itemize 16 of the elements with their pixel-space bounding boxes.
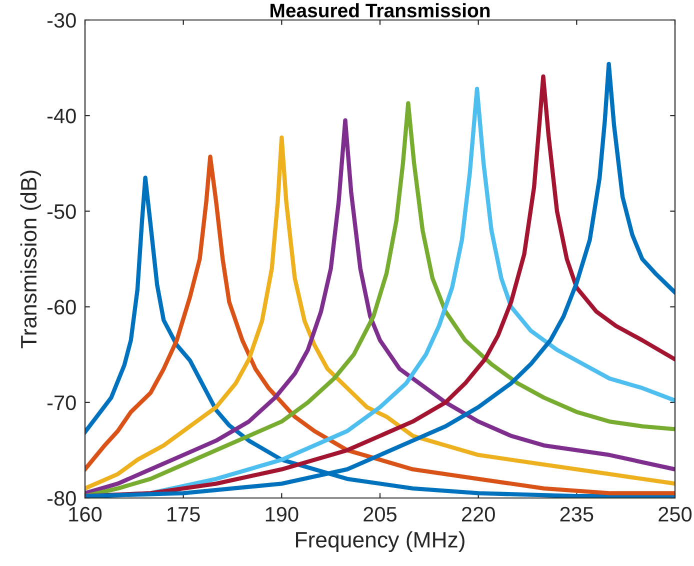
x-tick-label: 235 <box>560 506 594 522</box>
y-tick-label: -80 <box>47 491 76 506</box>
y-tick-label: -40 <box>47 108 76 124</box>
x-tick-label: 175 <box>168 507 200 522</box>
x-axis-title: Frequency (MHz) <box>296 531 464 552</box>
y-tick-label: -70 <box>47 395 76 410</box>
y-tick-label: -60 <box>47 300 76 315</box>
x-tick-label: 190 <box>266 506 298 522</box>
y-tick-label: -50 <box>47 204 76 219</box>
x-tick-label: 250 <box>658 506 692 522</box>
chart-title: Measured Transmission <box>270 3 490 18</box>
y-axis-title: Transmission (dB) <box>20 170 41 348</box>
x-tick-label: 205 <box>364 506 397 522</box>
x-tick-label: 160 <box>69 506 102 522</box>
x-tick-label: 220 <box>462 506 495 522</box>
y-tick-label: -30 <box>47 13 76 28</box>
